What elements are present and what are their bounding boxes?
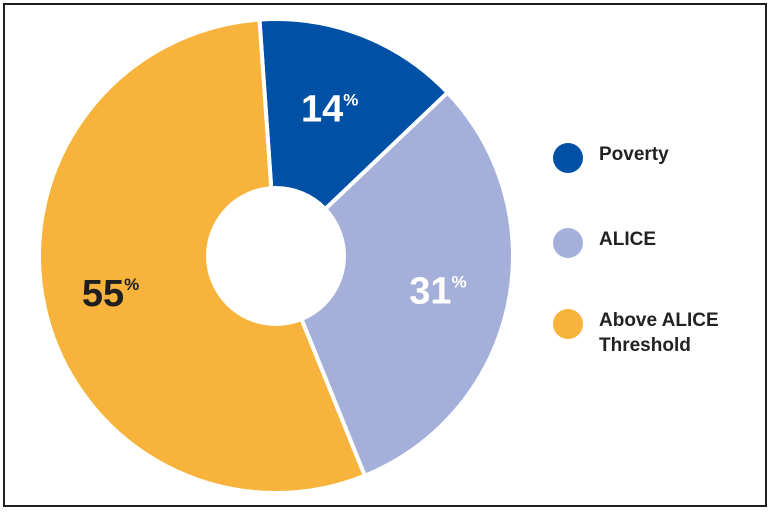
slice-label-above-alice-threshold: 55% <box>82 273 139 315</box>
legend-item-above-alice: Above ALICE Threshold <box>553 308 739 358</box>
slice-unit: % <box>124 275 139 294</box>
legend-label-above-alice: Above ALICE Threshold <box>599 308 739 358</box>
legend-swatch-alice <box>553 228 583 258</box>
slice-value: 14 <box>301 88 343 130</box>
legend-label-poverty: Poverty <box>599 142 739 167</box>
legend-label-alice-text: ALICE <box>599 229 656 250</box>
donut-hole <box>206 186 346 326</box>
legend: Poverty ALICE Above ALICE Threshold <box>553 142 739 358</box>
slice-alice <box>274 90 515 478</box>
slice-value: 55 <box>82 273 124 315</box>
legend-label-poverty-text: Poverty <box>599 144 669 165</box>
slice-label-alice: 31% <box>409 271 466 313</box>
legend-label-above-alice-line1: Above ALICE <box>599 310 719 331</box>
slice-label-poverty: 14% <box>301 88 358 130</box>
legend-item-alice: ALICE <box>553 227 739 308</box>
legend-label-alice: ALICE <box>599 227 739 252</box>
slice-above-alice-threshold <box>37 17 367 495</box>
legend-label-above-alice-line2: Threshold <box>599 335 691 356</box>
slice-unit: % <box>451 273 466 292</box>
slice-unit: % <box>343 90 358 109</box>
legend-swatch-above-alice <box>553 309 583 339</box>
slice-value: 31 <box>409 271 451 313</box>
legend-item-poverty: Poverty <box>553 142 739 227</box>
slice-labels: 14%31%55% <box>82 88 467 315</box>
legend-swatch-poverty <box>553 143 583 173</box>
donut-slices <box>37 17 515 495</box>
